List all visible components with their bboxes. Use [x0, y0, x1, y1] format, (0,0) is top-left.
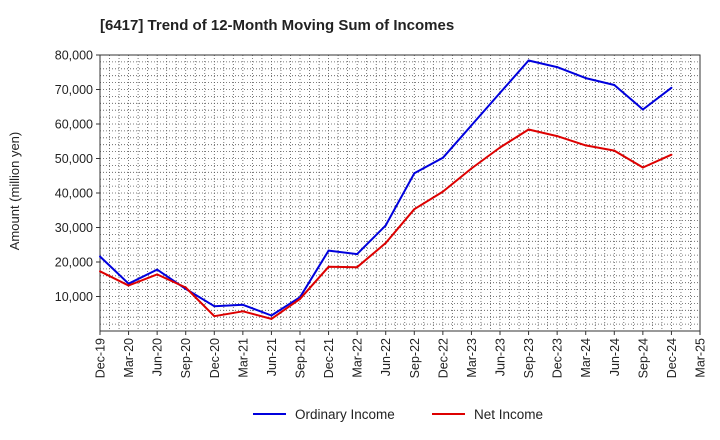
chart-title: [6417] Trend of 12-Month Moving Sum of I… [100, 17, 454, 34]
data-point-net-income [327, 265, 330, 268]
legend-label-ordinary-income: Ordinary Income [295, 407, 395, 422]
x-tick-label: Mar-23 [465, 338, 479, 378]
data-point-ordinary-income [241, 303, 244, 306]
x-tick-label: Dec-24 [665, 338, 679, 378]
x-tick-label: Jun-20 [151, 338, 165, 376]
x-tick-label: Dec-19 [94, 338, 108, 378]
data-point-net-income [556, 135, 559, 138]
y-tick-label: 10,000 [55, 290, 93, 304]
y-tick-label: 50,000 [55, 152, 93, 166]
x-tick-label: Jun-21 [265, 338, 279, 376]
x-tick-label: Mar-21 [236, 338, 250, 378]
data-point-ordinary-income [270, 314, 273, 317]
plot-area: 10,000 20,000 30,000 40,000 50,000 60,000 70,0… [55, 49, 708, 379]
data-point-net-income [441, 190, 444, 193]
legend-label-net-income: Net Income [474, 407, 543, 422]
data-point-ordinary-income [99, 255, 101, 258]
x-tick-label: Dec-21 [322, 338, 336, 378]
data-point-net-income [670, 153, 673, 156]
data-point-ordinary-income [356, 253, 359, 256]
data-point-ordinary-income [441, 156, 444, 159]
x-tick-label: Mar-22 [351, 338, 365, 378]
data-point-net-income [184, 286, 187, 289]
x-tick-label: Sep-23 [522, 338, 536, 378]
data-point-ordinary-income [156, 268, 159, 271]
data-point-ordinary-income [413, 172, 416, 175]
legend: Ordinary Income Net Income [253, 407, 543, 422]
data-point-net-income [99, 270, 101, 273]
data-point-net-income [213, 315, 216, 318]
y-tick-label: 60,000 [55, 118, 93, 132]
data-point-ordinary-income [613, 84, 616, 87]
y-tick-label: 40,000 [55, 187, 93, 201]
x-tick-label: Jun-24 [608, 338, 622, 376]
data-point-net-income [356, 266, 359, 269]
x-tick-label: Sep-20 [179, 338, 193, 378]
x-tick-label: Sep-22 [408, 338, 422, 378]
data-point-net-income [499, 146, 501, 149]
x-tick-label: Mar-24 [579, 338, 593, 378]
data-point-net-income [641, 166, 644, 169]
data-point-net-income [413, 208, 416, 211]
data-point-ordinary-income [556, 66, 559, 69]
data-point-net-income [584, 144, 587, 147]
data-point-ordinary-income [641, 108, 644, 111]
data-point-net-income [299, 297, 301, 300]
x-tick-label: Jun-22 [379, 338, 393, 376]
x-tick-label: Dec-22 [436, 338, 450, 378]
y-axis-label: Amount (million yen) [7, 132, 22, 251]
data-point-net-income [384, 242, 387, 245]
x-tick-label: Mar-20 [122, 338, 136, 378]
y-tick-label: 30,000 [55, 221, 93, 235]
y-tick-label: 70,000 [55, 83, 93, 97]
data-point-ordinary-income [384, 224, 387, 227]
data-point-net-income [241, 310, 244, 313]
data-point-net-income [156, 273, 159, 276]
y-tick-label: 80,000 [55, 49, 93, 63]
data-point-net-income [613, 149, 616, 152]
data-point-ordinary-income [584, 77, 587, 80]
data-point-ordinary-income [499, 91, 501, 94]
x-tick-label: Sep-24 [636, 338, 650, 378]
data-point-net-income [127, 284, 130, 287]
x-tick-label: Jun-23 [494, 338, 508, 376]
data-point-net-income [527, 128, 530, 131]
data-point-ordinary-income [670, 86, 673, 89]
x-tick-label: Sep-21 [294, 338, 308, 378]
y-tick-label: 20,000 [55, 256, 93, 270]
data-point-ordinary-income [470, 124, 473, 127]
x-tick-label: Mar-25 [694, 338, 708, 378]
data-point-ordinary-income [213, 305, 216, 308]
data-point-net-income [470, 167, 473, 170]
data-point-ordinary-income [527, 59, 530, 62]
x-tick-label: Dec-23 [551, 338, 565, 378]
data-point-net-income [270, 317, 273, 320]
x-tick-label: Dec-20 [208, 338, 222, 378]
data-point-ordinary-income [327, 249, 330, 252]
